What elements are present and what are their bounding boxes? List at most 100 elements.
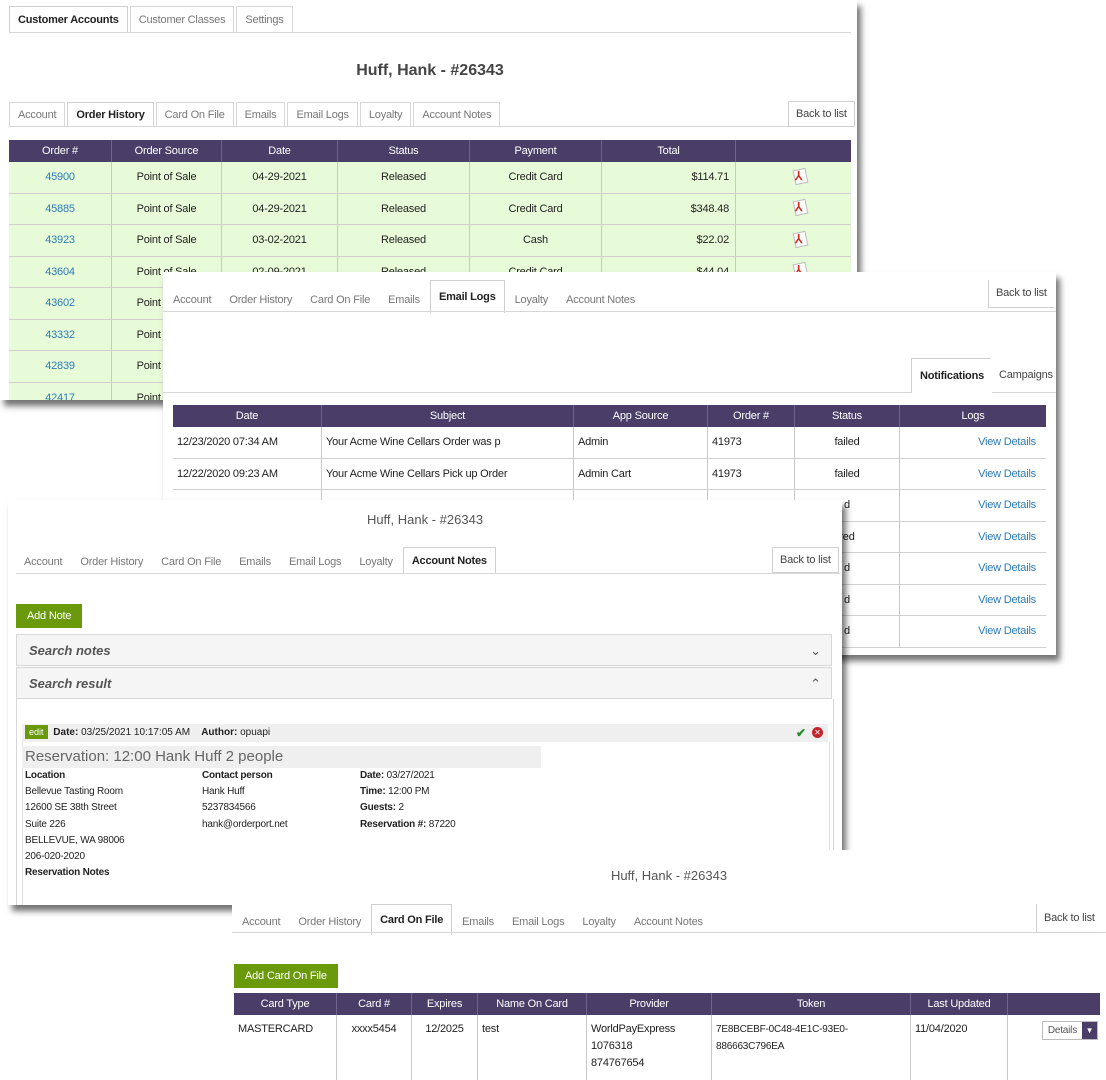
delete-icon[interactable]: ✕ xyxy=(812,727,823,738)
view-details-link[interactable]: View Details xyxy=(978,562,1036,575)
tab-email-logs[interactable]: Email Logs xyxy=(503,909,573,935)
col-expires[interactable]: Expires xyxy=(411,993,478,1015)
tab-order-history[interactable]: Order History xyxy=(72,550,152,574)
tab-email-logs[interactable]: Email Logs xyxy=(287,102,358,127)
order-link[interactable]: 42417 xyxy=(45,391,75,400)
order-num-cell[interactable]: 43604 xyxy=(9,256,112,288)
order-num-cell[interactable]: 43332 xyxy=(9,319,112,351)
pdf-cell[interactable] xyxy=(735,193,851,225)
tab-account[interactable]: Account xyxy=(16,550,71,574)
col-payment[interactable]: Payment xyxy=(469,140,602,162)
tab-email-logs[interactable]: Email Logs xyxy=(280,550,350,574)
col-card-num[interactable]: Card # xyxy=(336,993,412,1015)
check-icon[interactable]: ✔ xyxy=(795,726,806,740)
tab-account[interactable]: Account xyxy=(165,287,220,313)
table-row[interactable]: 43923 Point of Sale 03-02-2021 Released Cash… xyxy=(9,224,851,257)
table-row[interactable]: 45900 Point of Sale 04-29-2021 Released Cred… xyxy=(9,162,851,194)
search-result-accordion[interactable]: Search result ⌃ xyxy=(16,667,832,699)
view-details-link[interactable]: View Details xyxy=(978,530,1036,543)
order-link[interactable]: 43923 xyxy=(45,234,75,247)
order-link[interactable]: 43602 xyxy=(45,297,75,310)
order-num-cell[interactable]: 45900 xyxy=(9,162,112,194)
table-row[interactable]: 45885 Point of Sale 04-29-2021 Released Cred… xyxy=(9,193,851,225)
tab-account-notes[interactable]: Account Notes xyxy=(402,547,496,574)
col-logs[interactable]: Logs xyxy=(899,405,1046,427)
order-link[interactable]: 43604 xyxy=(45,265,75,278)
tab-settings[interactable]: Settings xyxy=(236,6,293,33)
col-name-on-card[interactable]: Name On Card xyxy=(477,993,587,1015)
order-num-cell[interactable]: 45885 xyxy=(9,193,112,225)
col-date[interactable]: Date xyxy=(221,140,338,162)
col-order-source[interactable]: Order Source xyxy=(111,140,222,162)
view-details-link[interactable]: View Details xyxy=(978,499,1036,512)
col-card-type[interactable]: Card Type xyxy=(234,993,337,1015)
tab-card-on-file[interactable]: Card On File xyxy=(302,287,379,313)
tab-account-notes[interactable]: Account Notes xyxy=(413,102,501,127)
search-notes-accordion[interactable]: Search notes ⌄ xyxy=(16,634,832,666)
col-total[interactable]: Total xyxy=(601,140,736,162)
tab-loyalty[interactable]: Loyalty xyxy=(574,909,624,935)
view-details-link[interactable]: View Details xyxy=(978,593,1036,606)
tab-order-history[interactable]: Order History xyxy=(221,287,301,313)
back-to-list-button[interactable]: Back to list xyxy=(788,101,855,127)
tab-emails[interactable]: Emails xyxy=(454,909,502,935)
order-num-cell[interactable]: 43923 xyxy=(9,224,112,257)
date-cell: 12/22/2020 09:23 AM xyxy=(173,458,322,490)
col-order-num[interactable]: Order # xyxy=(707,405,795,427)
col-status[interactable]: Status xyxy=(794,405,900,427)
tab-emails[interactable]: Emails xyxy=(235,102,286,127)
col-subject[interactable]: Subject xyxy=(321,405,574,427)
tab-emails[interactable]: Emails xyxy=(380,287,428,313)
order-link[interactable]: 45900 xyxy=(45,171,75,184)
tab-account-notes[interactable]: Account Notes xyxy=(625,909,711,935)
col-provider[interactable]: Provider xyxy=(586,993,712,1015)
tab-campaigns[interactable]: Campaigns xyxy=(991,358,1056,392)
tab-account[interactable]: Account xyxy=(9,102,66,127)
order-link[interactable]: 43332 xyxy=(45,328,75,341)
tab-order-history[interactable]: Order History xyxy=(67,102,154,127)
view-details-link[interactable]: View Details xyxy=(978,467,1036,480)
tab-account-notes[interactable]: Account Notes xyxy=(558,287,644,313)
tab-account[interactable]: Account xyxy=(234,909,289,935)
tab-customer-accounts[interactable]: Customer Accounts xyxy=(9,6,128,33)
add-card-on-file-button[interactable]: Add Card On File xyxy=(234,964,338,988)
tab-order-history[interactable]: Order History xyxy=(290,909,370,935)
order-link[interactable]: 45885 xyxy=(45,202,75,215)
tab-email-logs[interactable]: Email Logs xyxy=(429,280,505,313)
tab-loyalty[interactable]: Loyalty xyxy=(351,550,401,574)
add-note-button[interactable]: Add Note xyxy=(16,604,83,628)
details-button[interactable]: Details xyxy=(1047,1025,1077,1036)
pdf-icon[interactable] xyxy=(792,200,808,214)
col-order-num[interactable]: Order # xyxy=(9,140,112,162)
tab-notifications[interactable]: Notifications xyxy=(911,358,994,393)
details-dropdown[interactable]: Details ▼ xyxy=(1041,1021,1098,1040)
col-token[interactable]: Token xyxy=(711,993,911,1015)
order-num-cell[interactable]: 42839 xyxy=(9,350,112,383)
back-to-list-button[interactable]: Back to list xyxy=(988,280,1054,308)
col-last-updated[interactable]: Last Updated xyxy=(910,993,1008,1015)
tab-card-on-file[interactable]: Card On File xyxy=(155,102,234,127)
view-details-link[interactable]: View Details xyxy=(978,625,1036,638)
col-status[interactable]: Status xyxy=(337,140,470,162)
pdf-icon[interactable] xyxy=(792,263,808,277)
pdf-icon[interactable] xyxy=(792,169,808,183)
order-num-cell[interactable]: 43602 xyxy=(9,287,112,320)
tab-emails[interactable]: Emails xyxy=(231,550,279,574)
tab-customer-classes[interactable]: Customer Classes xyxy=(129,6,235,33)
order-link[interactable]: 42839 xyxy=(45,360,75,373)
tab-loyalty[interactable]: Loyalty xyxy=(506,287,557,313)
back-to-list-button[interactable]: Back to list xyxy=(772,547,839,573)
caret-down-icon[interactable]: ▼ xyxy=(1082,1022,1097,1039)
view-details-link[interactable]: View Details xyxy=(978,436,1036,449)
edit-note-button[interactable]: edit xyxy=(25,725,48,739)
pdf-cell[interactable] xyxy=(735,224,851,257)
col-date[interactable]: Date xyxy=(173,405,322,427)
back-to-list-button[interactable]: Back to list xyxy=(1036,904,1102,933)
pdf-cell[interactable] xyxy=(735,162,851,194)
tab-card-on-file[interactable]: Card On File xyxy=(371,904,453,935)
pdf-icon[interactable] xyxy=(792,232,808,246)
col-app-source[interactable]: App Source xyxy=(573,405,708,427)
tab-loyalty[interactable]: Loyalty xyxy=(359,102,412,127)
order-num-cell[interactable]: 42417 xyxy=(9,382,112,400)
tab-card-on-file[interactable]: Card On File xyxy=(153,550,230,574)
